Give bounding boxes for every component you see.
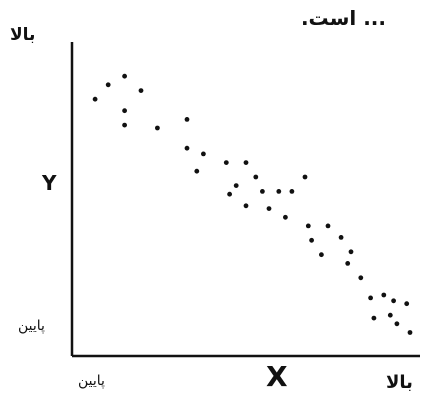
data-point-28 — [319, 252, 324, 258]
data-point-25 — [325, 223, 331, 229]
data-point-37 — [404, 301, 410, 307]
x-tick-high: بالا — [386, 372, 413, 393]
data-point-32 — [381, 292, 387, 298]
data-point-18 — [243, 203, 249, 209]
data-point-21 — [302, 174, 308, 180]
data-point-2 — [122, 73, 127, 79]
data-point-7 — [184, 117, 190, 122]
y-tick-high: بالا — [10, 25, 35, 45]
data-point-29 — [345, 261, 351, 266]
x-axis-label: X — [266, 360, 288, 393]
heading-text: ... است. — [300, 6, 386, 30]
data-point-19 — [266, 206, 272, 212]
data-point-0 — [92, 96, 98, 102]
data-point-9 — [201, 151, 206, 157]
data-point-1 — [105, 82, 111, 88]
data-point-4 — [122, 108, 127, 114]
data-point-33 — [391, 298, 396, 304]
data-points — [92, 73, 413, 335]
data-point-36 — [394, 321, 400, 327]
data-point-38 — [407, 330, 413, 335]
data-point-10 — [194, 168, 200, 174]
data-point-31 — [368, 295, 373, 301]
data-point-34 — [371, 315, 377, 321]
data-point-14 — [253, 174, 259, 180]
y-axis-label: Y — [41, 171, 57, 195]
data-point-12 — [233, 183, 239, 189]
data-point-16 — [276, 189, 282, 194]
data-point-27 — [348, 249, 354, 255]
data-point-3 — [138, 88, 144, 93]
data-point-6 — [155, 125, 160, 131]
data-point-11 — [223, 160, 229, 166]
data-point-15 — [260, 189, 265, 194]
data-point-35 — [387, 312, 393, 318]
data-point-13 — [243, 160, 249, 166]
data-point-8 — [184, 145, 190, 151]
x-tick-low: پایین — [78, 373, 105, 389]
data-point-23 — [305, 223, 311, 229]
data-point-22 — [283, 214, 288, 220]
data-point-5 — [122, 122, 127, 128]
data-point-30 — [358, 275, 364, 281]
y-tick-low: پایین — [18, 318, 45, 334]
data-point-26 — [338, 235, 344, 240]
data-point-17 — [227, 191, 233, 197]
data-point-24 — [309, 237, 314, 243]
data-point-20 — [289, 189, 295, 194]
